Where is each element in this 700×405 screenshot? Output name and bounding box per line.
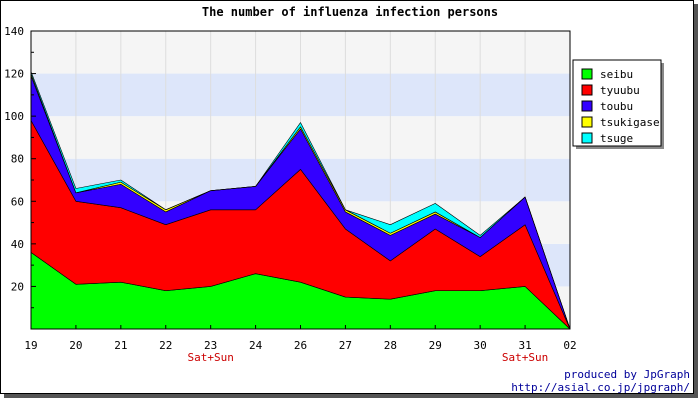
legend-label-seibu: seibu	[600, 68, 633, 81]
x-tick-sublabel: Sat+Sun	[187, 351, 233, 364]
legend-swatch-tsuge	[581, 132, 593, 144]
footer-credit: produced by JpGraph	[564, 368, 690, 381]
x-tick-label: 22	[159, 339, 172, 352]
x-tick-label: 20	[69, 339, 82, 352]
x-tick-sublabel: Sat+Sun	[502, 351, 548, 364]
x-tick-label: 29	[429, 339, 442, 352]
x-tick-label: 28	[384, 339, 397, 352]
y-tick-label: 60	[11, 195, 24, 208]
x-tick-label: 24	[249, 339, 263, 352]
legend-swatch-toubu	[581, 100, 593, 112]
legend-swatch-seibu	[581, 68, 593, 80]
y-tick-label: 80	[11, 153, 24, 166]
y-tick-label: 100	[4, 110, 24, 123]
x-tick-label: 21	[114, 339, 127, 352]
legend-swatch-tsukigase	[581, 116, 593, 128]
y-tick-label: 120	[4, 68, 24, 81]
y-tick-label: 20	[11, 280, 24, 293]
x-tick-label: 30	[474, 339, 487, 352]
x-tick-label: 31	[518, 339, 531, 352]
footer-url[interactable]: http://asial.co.jp/jpgraph/	[511, 381, 690, 394]
y-tick-label: 40	[11, 238, 24, 251]
area-tsuge	[30, 71, 571, 330]
legend-label-tsukigase: tsukigase	[600, 116, 660, 129]
x-tick-label: 23	[204, 339, 217, 352]
legend-label-tyuubu: tyuubu	[600, 84, 640, 97]
legend-label-toubu: toubu	[600, 100, 633, 113]
y-tick-label: 140	[4, 25, 24, 38]
legend-swatch-tyuubu	[581, 84, 593, 96]
x-tick-label: 27	[339, 339, 352, 352]
x-tick-label: 19	[24, 339, 37, 352]
x-tick-label: 02	[563, 339, 576, 352]
legend: seibu tyuubu toubu tsukigase tsuge	[572, 59, 664, 149]
x-tick-label: 26	[294, 339, 307, 352]
chart-title: The number of influenza infection person…	[202, 5, 498, 19]
legend-label-tsuge: tsuge	[600, 132, 633, 145]
y-axis: 20 40 60 80 100 120 140	[4, 25, 36, 329]
stacked-areas	[30, 71, 571, 330]
